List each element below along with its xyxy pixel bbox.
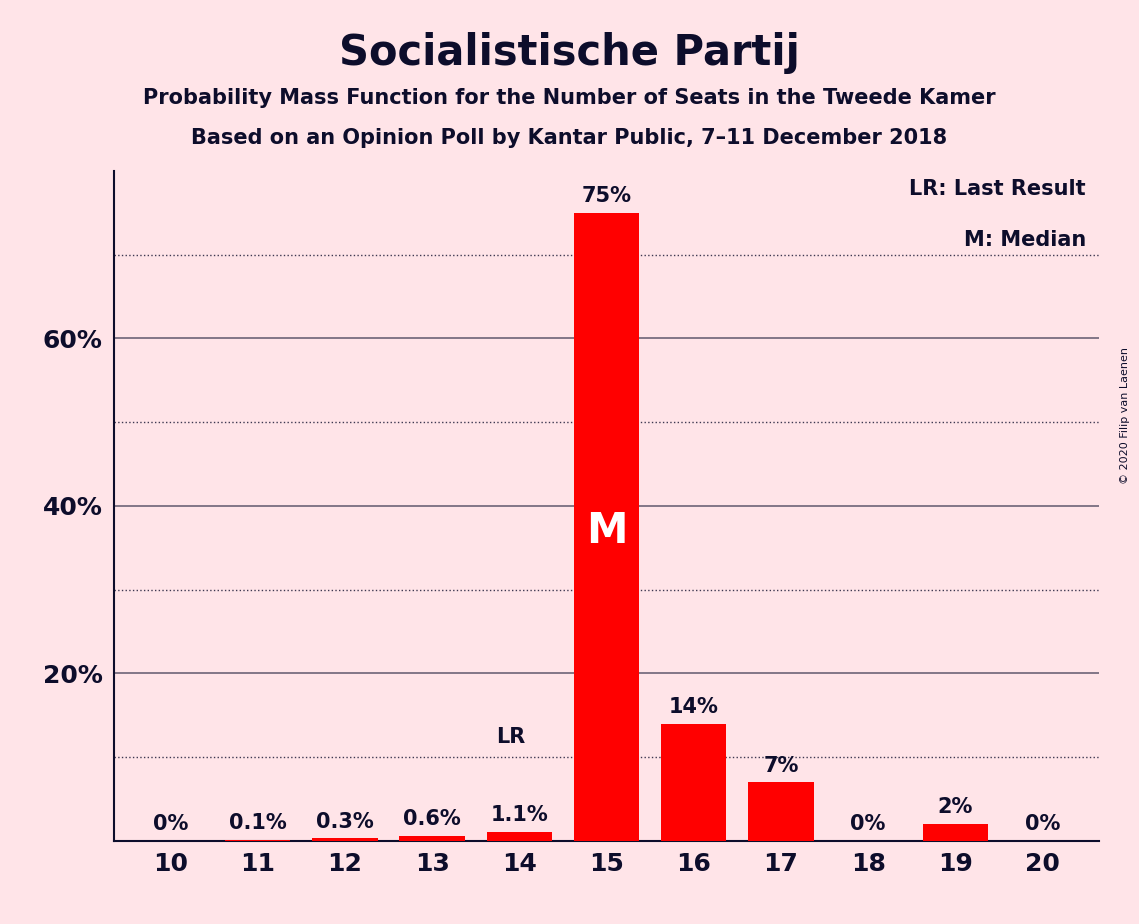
- Text: M: Median: M: Median: [964, 229, 1087, 249]
- Text: 75%: 75%: [582, 186, 631, 206]
- Text: Socialistische Partij: Socialistische Partij: [339, 32, 800, 74]
- Text: 7%: 7%: [763, 756, 798, 775]
- Text: 1.1%: 1.1%: [491, 805, 548, 825]
- Text: 2%: 2%: [937, 797, 973, 818]
- Bar: [312, 838, 378, 841]
- Bar: [400, 836, 465, 841]
- Bar: [486, 832, 552, 841]
- Text: 0.6%: 0.6%: [403, 809, 461, 829]
- Text: 0%: 0%: [1025, 814, 1060, 834]
- Bar: [923, 824, 988, 841]
- Text: 0.3%: 0.3%: [317, 811, 374, 832]
- Text: 0%: 0%: [851, 814, 886, 834]
- Text: 14%: 14%: [669, 697, 719, 717]
- Bar: [574, 213, 639, 841]
- Text: LR: Last Result: LR: Last Result: [909, 179, 1087, 200]
- Text: 0%: 0%: [153, 814, 188, 834]
- Text: LR: LR: [495, 727, 525, 747]
- Bar: [748, 783, 813, 841]
- Text: M: M: [585, 510, 628, 552]
- Text: 0.1%: 0.1%: [229, 813, 287, 833]
- Bar: [661, 723, 727, 841]
- Text: © 2020 Filip van Laenen: © 2020 Filip van Laenen: [1121, 347, 1130, 484]
- Text: Probability Mass Function for the Number of Seats in the Tweede Kamer: Probability Mass Function for the Number…: [144, 88, 995, 108]
- Text: Based on an Opinion Poll by Kantar Public, 7–11 December 2018: Based on an Opinion Poll by Kantar Publi…: [191, 128, 948, 148]
